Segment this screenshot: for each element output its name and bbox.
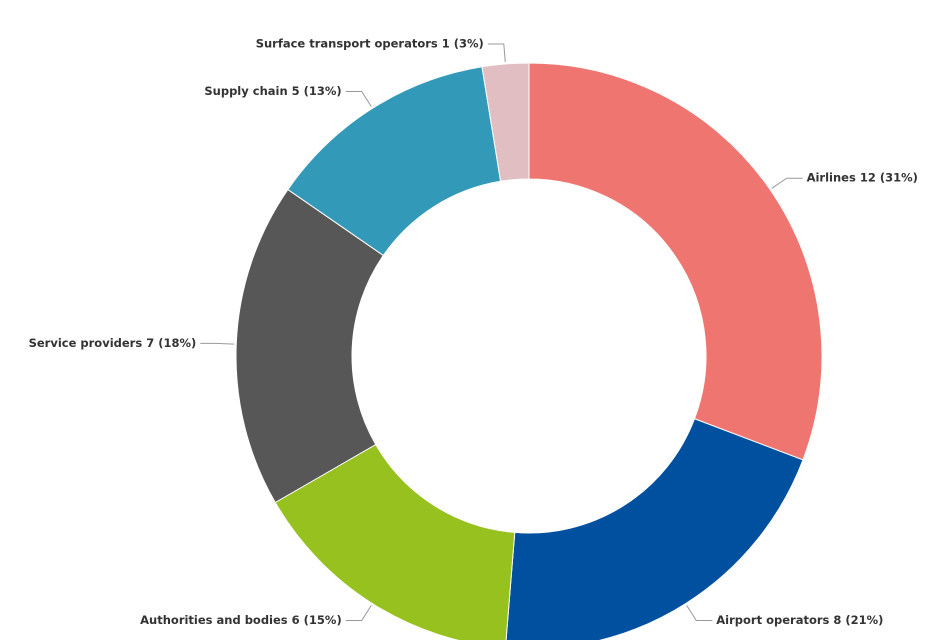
data-label: Supply chain 5 (13%)	[204, 84, 341, 98]
donut-slice	[505, 418, 804, 640]
data-label: Airlines 12 (31%)	[807, 171, 918, 185]
donut-slice	[481, 62, 530, 182]
leader-line	[686, 605, 713, 622]
data-label: Surface transport operators 1 (3%)	[256, 37, 484, 51]
leader-line	[487, 43, 506, 62]
donut-slice	[235, 188, 385, 504]
leader-line	[771, 177, 803, 189]
donut-slice	[528, 62, 823, 461]
leader-line	[200, 342, 235, 345]
leader-line	[345, 90, 372, 107]
data-label: Service providers 7 (18%)	[29, 336, 197, 350]
leader-line	[345, 605, 372, 622]
data-label: Airport operators 8 (21%)	[716, 613, 883, 627]
data-label: Authorities and bodies 6 (15%)	[140, 613, 342, 627]
